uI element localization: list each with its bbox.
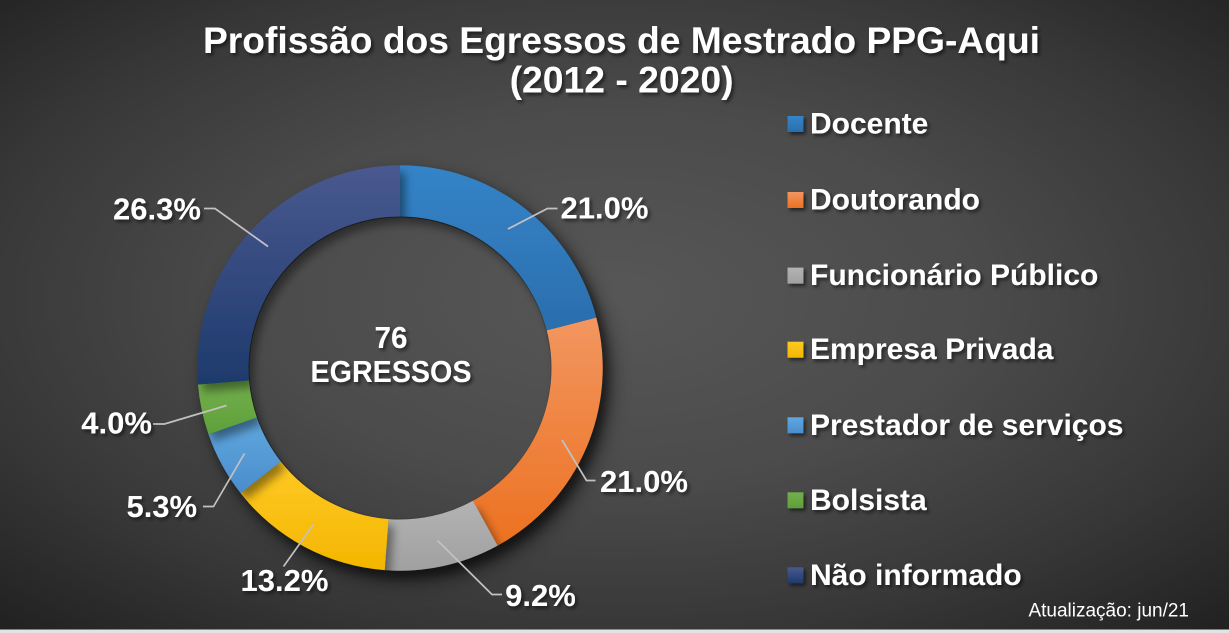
svg-text:Docente: Docente xyxy=(810,108,928,141)
svg-text:21.0%: 21.0% xyxy=(561,191,649,226)
svg-text:Não informado: Não informado xyxy=(810,559,1022,592)
svg-text:4.0%: 4.0% xyxy=(81,406,152,441)
svg-text:13.2%: 13.2% xyxy=(241,563,329,598)
svg-text:76: 76 xyxy=(375,320,408,355)
svg-text:Doutorando: Doutorando xyxy=(810,184,980,217)
svg-text:26.3%: 26.3% xyxy=(113,192,201,227)
svg-text:Prestador de serviços: Prestador de serviços xyxy=(810,409,1124,442)
svg-text:21.0%: 21.0% xyxy=(600,464,688,499)
svg-text:Funcionário Público: Funcionário Público xyxy=(810,259,1098,292)
svg-text:5.3%: 5.3% xyxy=(126,489,197,524)
svg-text:Bolsista: Bolsista xyxy=(810,484,927,517)
svg-text:EGRESSOS: EGRESSOS xyxy=(311,354,472,389)
svg-text:Profissão dos Egressos de Mest: Profissão dos Egressos de Mestrado PPG-A… xyxy=(203,20,1040,61)
svg-text:(2012 - 2020): (2012 - 2020) xyxy=(510,59,734,100)
svg-text:Empresa Privada: Empresa Privada xyxy=(810,333,1054,366)
svg-text:9.2%: 9.2% xyxy=(505,578,576,613)
svg-text:Atualização: jun/21: Atualização: jun/21 xyxy=(1028,601,1189,622)
